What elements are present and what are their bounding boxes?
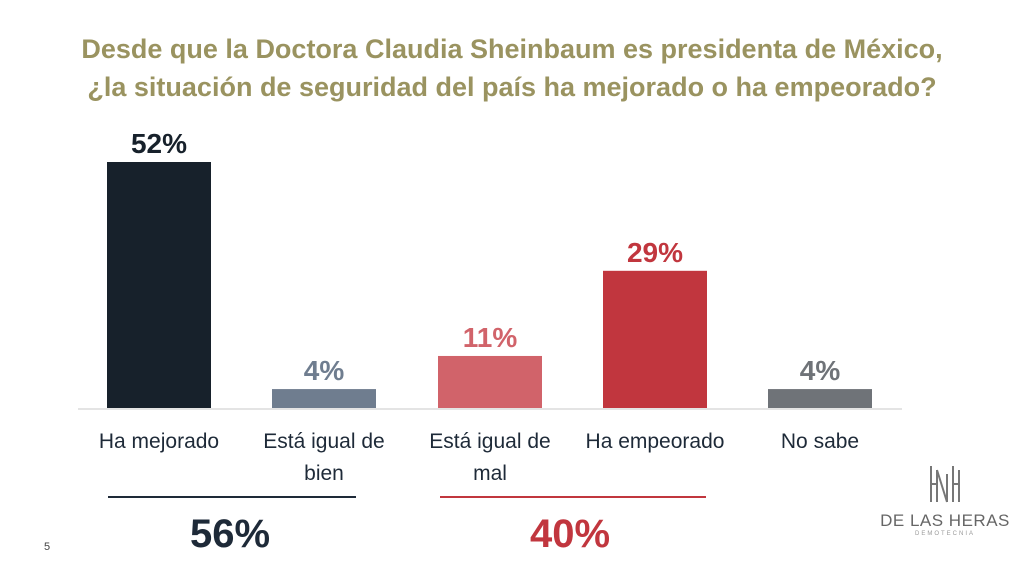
category-label-line: bien [304, 462, 344, 485]
group-underline-positive [108, 496, 356, 498]
bar-1 [107, 162, 211, 408]
category-label-4: Ha empeorado [580, 426, 730, 458]
bar-2 [272, 389, 376, 408]
bar-3 [438, 355, 542, 408]
data-label-3: 11% [463, 322, 518, 353]
category-label-1: Ha mejorado [84, 426, 234, 458]
group-total-positive: 56% [189, 512, 271, 556]
category-label-3: Está igual de mal [415, 426, 565, 490]
category-label-line: Ha mejorado [98, 430, 220, 453]
category-label-line: mal [473, 462, 507, 485]
logo-subtitle: DEMOTECNIA [914, 531, 975, 537]
group-total-negative: 40% [529, 512, 611, 556]
company-logo: DE LAS HERAS DEMOTECNIA [870, 462, 1020, 537]
data-label-2: 4% [304, 355, 345, 386]
data-label-1: 52% [131, 128, 187, 159]
category-label-line: Está igual de [263, 430, 385, 453]
category-label-line: Ha empeorado [585, 430, 725, 453]
bar-4 [603, 270, 707, 408]
category-label-line: Está igual de [429, 430, 551, 453]
group-underline-negative [440, 496, 706, 498]
category-label-2: Está igual de bien [249, 426, 399, 490]
category-label-line: No sabe [780, 430, 860, 453]
logo-mark-icon [930, 466, 960, 503]
data-label-5: 4% [800, 355, 841, 386]
title-line-2: ¿la situación de seguridad del país ha m… [87, 72, 937, 102]
page-number: 5 [44, 541, 51, 553]
chart-title: Desde que la Doctora Claudia Sheinbaum e… [0, 30, 1024, 106]
data-label-4: 29% [627, 237, 683, 268]
title-line-1: Desde que la Doctora Claudia Sheinbaum e… [81, 34, 943, 64]
bar-5 [768, 389, 872, 408]
category-label-5: No sabe [745, 426, 895, 458]
logo-name: DE LAS HERAS [880, 511, 1010, 530]
